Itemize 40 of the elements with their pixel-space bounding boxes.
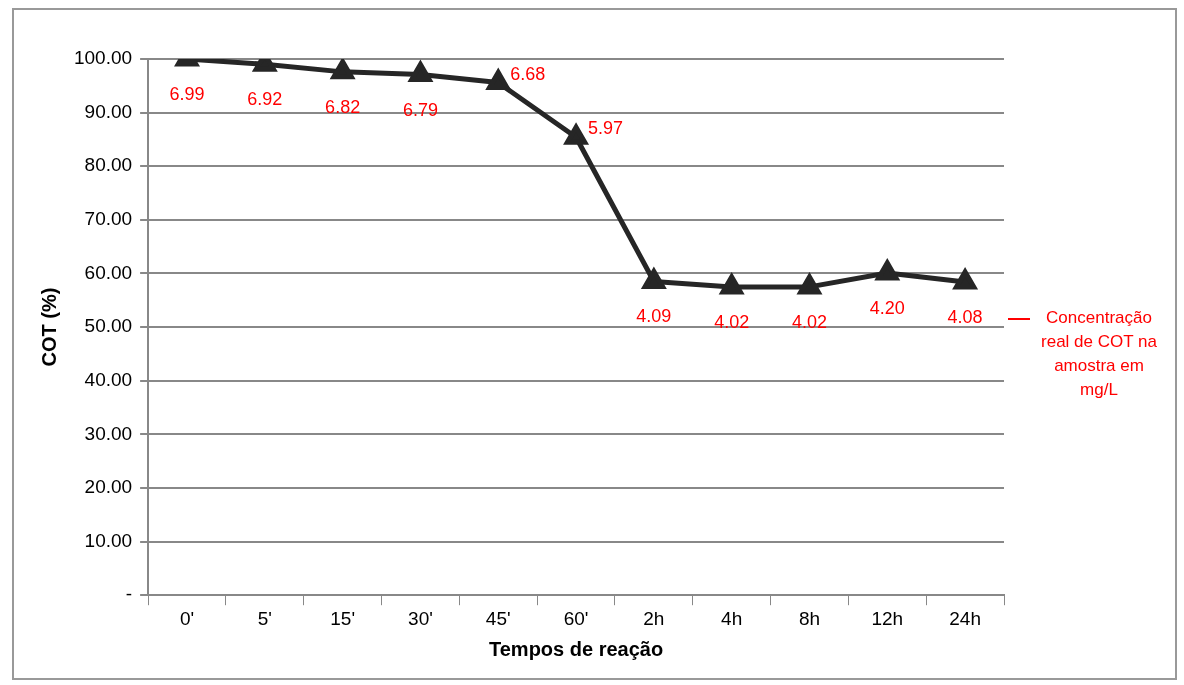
y-tick-label: 80.00 [84,154,133,176]
point [718,272,745,295]
x-tick-label: 2h [643,607,665,629]
x-axis-title: Tempos de reação [488,637,664,660]
x-tick-label: 45' [485,607,511,629]
annotation: 5.97 [588,118,624,139]
x-tick-label: 12h [871,607,904,629]
annotation: 4.09 [636,306,672,327]
annotation: 4.20 [869,297,905,318]
annotation: 6.92 [247,89,283,110]
annotation: 6.82 [325,96,361,117]
x-tick-label: 5' [257,607,272,629]
annotation: 4.02 [791,311,827,332]
annotation: 4.02 [714,311,750,332]
y-axis-title: COT (%) [37,287,60,367]
x-tick-label: 0' [179,607,195,629]
y-tick-label: 40.00 [84,368,133,390]
x-tick-label: 15' [330,607,356,629]
text: Concentração real de COT na amostra em mg/L [1040,307,1158,401]
x-tick-label: 30' [408,607,433,629]
y-tick-label: 70.00 [84,208,133,230]
annotation: 6.68 [510,63,546,84]
y-tick-label: 20.00 [84,476,133,498]
point [952,267,978,290]
y-tick-label: 10.00 [84,529,133,551]
annotation: 6.99 [169,83,205,104]
annotation: 4.08 [947,307,983,328]
annotation: 6.79 [402,99,438,120]
point [563,122,589,145]
y-tick-label: 90.00 [84,100,133,122]
y-tick-label: - [125,583,133,605]
x-tick-label: 60' [563,607,589,629]
x-tick-label: 24h [949,607,981,629]
y-tick-label: 50.00 [84,315,133,337]
point [874,258,901,281]
y-tick-label: 100.00 [73,47,133,69]
y-tick-label: 60.00 [84,261,133,283]
y-tick-label: 30.00 [84,422,133,444]
x-tick-label: 4h [721,607,743,629]
x-tick-label: 8h [798,607,821,629]
